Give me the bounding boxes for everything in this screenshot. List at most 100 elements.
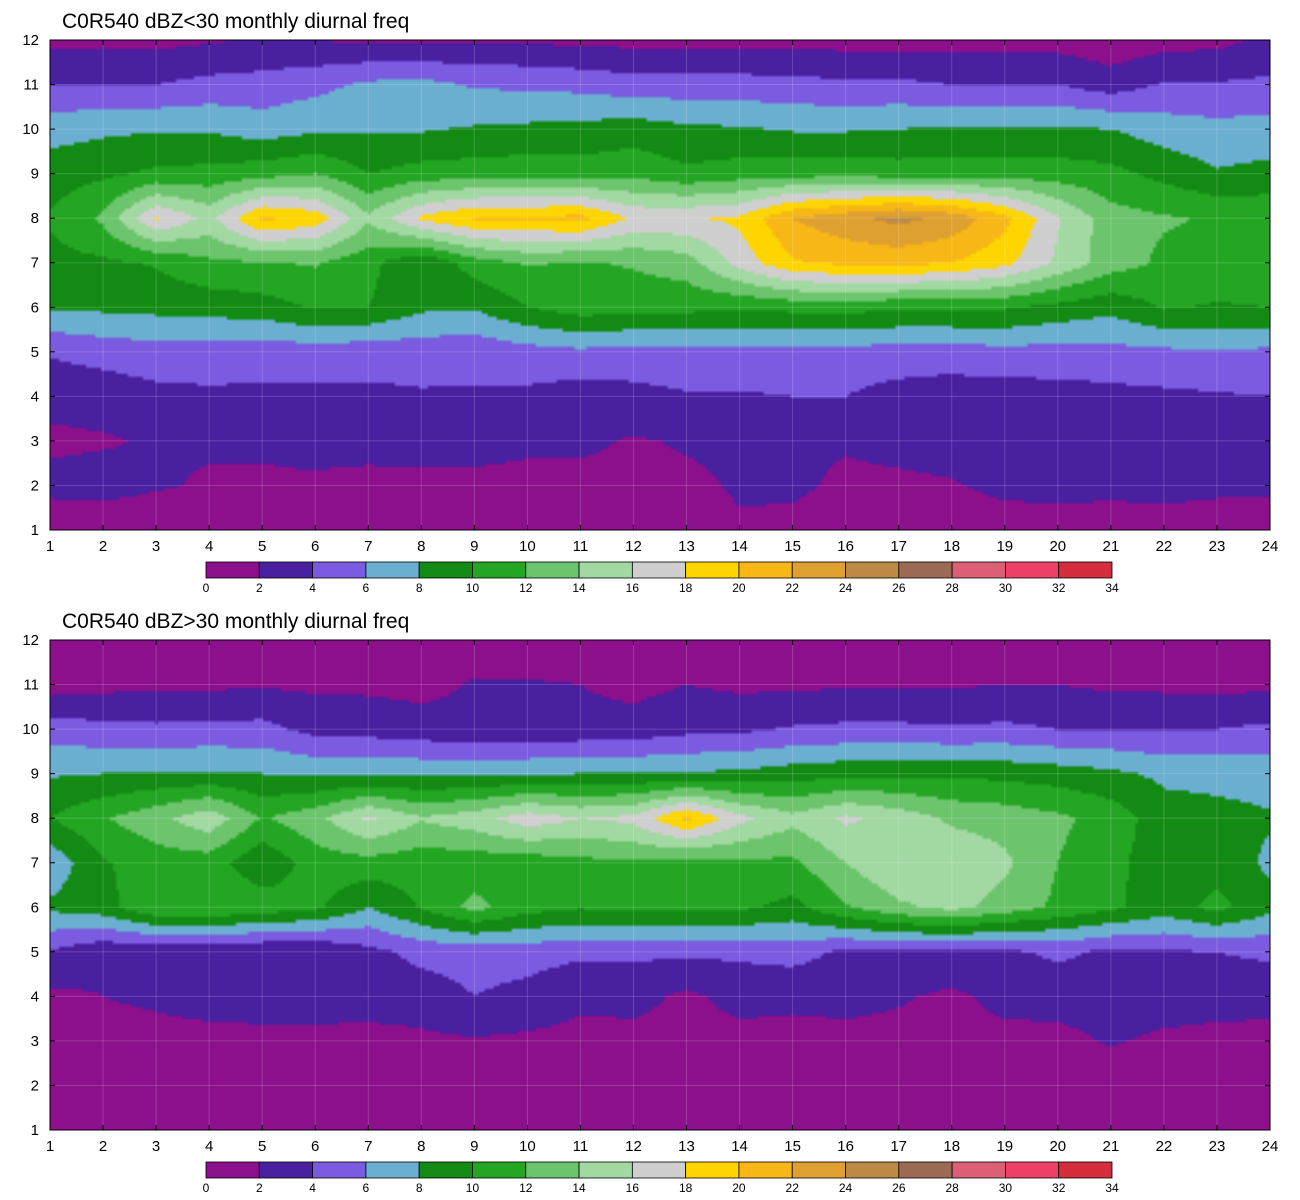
x-tick-label: 21 <box>1103 1138 1120 1155</box>
colorbar-tick-label: 16 <box>626 1181 640 1195</box>
colorbar-tick-label: 14 <box>572 581 586 595</box>
colorbar-tick-label: 22 <box>786 581 800 595</box>
x-tick-label: 16 <box>837 1138 854 1155</box>
colorbar-swatch <box>845 561 900 579</box>
y-tick-label: 7 <box>31 855 39 872</box>
chart-title-top: C0R540 dBZ<30 monthly diurnal freq <box>62 10 410 33</box>
x-tick-label: 10 <box>519 538 536 555</box>
x-tick-label: 7 <box>364 538 372 555</box>
y-tick-label: 4 <box>31 988 39 1005</box>
x-tick-label: 22 <box>1156 538 1173 555</box>
colorbar-swatch <box>631 561 687 579</box>
x-tick-label: 15 <box>784 538 801 555</box>
x-tick-label: 6 <box>311 538 319 555</box>
y-tick-label: 8 <box>31 210 39 227</box>
colorbar-swatch <box>1058 1161 1113 1179</box>
y-tick-label: 12 <box>22 32 39 49</box>
colorbar-tick-label: 6 <box>363 1181 370 1195</box>
colorbar-tick-label: 10 <box>466 581 480 595</box>
x-tick-label: 13 <box>678 538 695 555</box>
colorbar-tick-label: 20 <box>732 1181 746 1195</box>
colorbar-tick-label: 26 <box>892 1181 906 1195</box>
colorbar-swatch <box>472 561 527 579</box>
x-tick-label: 14 <box>731 1138 748 1155</box>
colorbar-swatch <box>418 561 473 579</box>
x-tick-label: 24 <box>1262 1138 1279 1155</box>
colorbar-tick-label: 34 <box>1105 1181 1119 1195</box>
chart-title-bottom: C0R540 dBZ>30 monthly diurnal freq <box>62 610 410 633</box>
colorbar-tick-label: 24 <box>839 1181 853 1195</box>
colorbar-swatch <box>738 1161 793 1179</box>
x-tick-label: 8 <box>417 538 425 555</box>
x-tick-label: 1 <box>46 1138 54 1155</box>
x-tick-label: 17 <box>890 538 907 555</box>
colorbar-tick-label: 20 <box>732 581 746 595</box>
y-tick-label: 6 <box>31 299 39 316</box>
colorbar-swatch <box>845 1161 900 1179</box>
colorbar-tick-label: 6 <box>363 581 370 595</box>
colorbar-tick-label: 8 <box>416 1181 423 1195</box>
colorbar-swatch <box>578 1161 633 1179</box>
y-tick-label: 7 <box>31 255 39 272</box>
x-tick-label: 10 <box>519 1138 536 1155</box>
x-tick-label: 14 <box>731 538 748 555</box>
x-tick-label: 9 <box>470 1138 478 1155</box>
x-tick-label: 15 <box>784 1138 801 1155</box>
y-tick-label: 10 <box>22 721 39 738</box>
x-tick-label: 12 <box>625 538 642 555</box>
colorbar-swatch <box>365 561 420 579</box>
colorbar-swatch <box>258 561 313 579</box>
colorbar-swatch <box>258 1161 313 1179</box>
colorbar-tick-label: 0 <box>203 1181 210 1195</box>
colorbar-swatch <box>578 561 633 579</box>
y-tick-label: 9 <box>31 166 39 183</box>
colorbar-swatch <box>685 561 740 579</box>
x-tick-label: 23 <box>1209 538 1226 555</box>
x-tick-label: 19 <box>996 538 1013 555</box>
colorbar-swatch <box>205 561 260 579</box>
colorbar-tick-label: 28 <box>945 581 959 595</box>
x-tick-label: 13 <box>678 1138 695 1155</box>
colorbar-swatch <box>205 1161 260 1179</box>
y-tick-label: 11 <box>23 77 39 94</box>
y-tick-label: 6 <box>31 899 39 916</box>
y-tick-label: 3 <box>31 433 39 450</box>
colorbar-tick-label: 4 <box>309 581 316 595</box>
x-tick-label: 2 <box>99 1138 107 1155</box>
y-tick-label: 8 <box>31 810 39 827</box>
x-tick-label: 4 <box>205 1138 213 1155</box>
x-tick-label: 19 <box>996 1138 1013 1155</box>
colorbar-swatch <box>418 1161 473 1179</box>
colorbar-swatch <box>525 561 580 579</box>
x-tick-label: 1 <box>46 538 54 555</box>
colorbar-tick-label: 12 <box>519 581 533 595</box>
x-tick-label: 18 <box>943 538 960 555</box>
colorbar-swatch <box>312 1161 367 1179</box>
y-tick-label: 5 <box>31 944 39 961</box>
colorbar-swatch <box>1058 561 1113 579</box>
contour-chart-top: 1 2 3 4 5 6 7 8 9 10 11 12 13 14 15 16 17 18 19 20 21 22 23 241… <box>22 32 1279 595</box>
colorbar-swatch <box>312 561 367 579</box>
x-tick-label: 22 <box>1156 1138 1173 1155</box>
colorbar-swatch <box>1005 561 1060 579</box>
colorbar-swatch <box>898 1161 953 1179</box>
colorbar-tick-label: 18 <box>679 581 693 595</box>
colorbar-swatch <box>685 1161 740 1179</box>
colorbar-tick-label: 0 <box>203 581 210 595</box>
x-tick-label: 9 <box>470 538 478 555</box>
colorbar-swatch <box>791 561 846 579</box>
y-tick-label: 1 <box>31 1122 39 1139</box>
x-tick-label: 21 <box>1103 538 1120 555</box>
colorbar-swatch <box>738 561 793 579</box>
x-tick-label: 11 <box>573 538 589 555</box>
x-tick-label: 3 <box>152 538 160 555</box>
x-tick-label: 6 <box>311 1138 319 1155</box>
colorbar-tick-label: 14 <box>572 1181 586 1195</box>
colorbar-tick-label: 2 <box>256 581 263 595</box>
colorbar-tick-label: 22 <box>786 1181 800 1195</box>
x-tick-label: 24 <box>1262 538 1279 555</box>
contour-field <box>50 40 1270 530</box>
x-tick-label: 23 <box>1209 1138 1226 1155</box>
x-tick-label: 16 <box>837 538 854 555</box>
